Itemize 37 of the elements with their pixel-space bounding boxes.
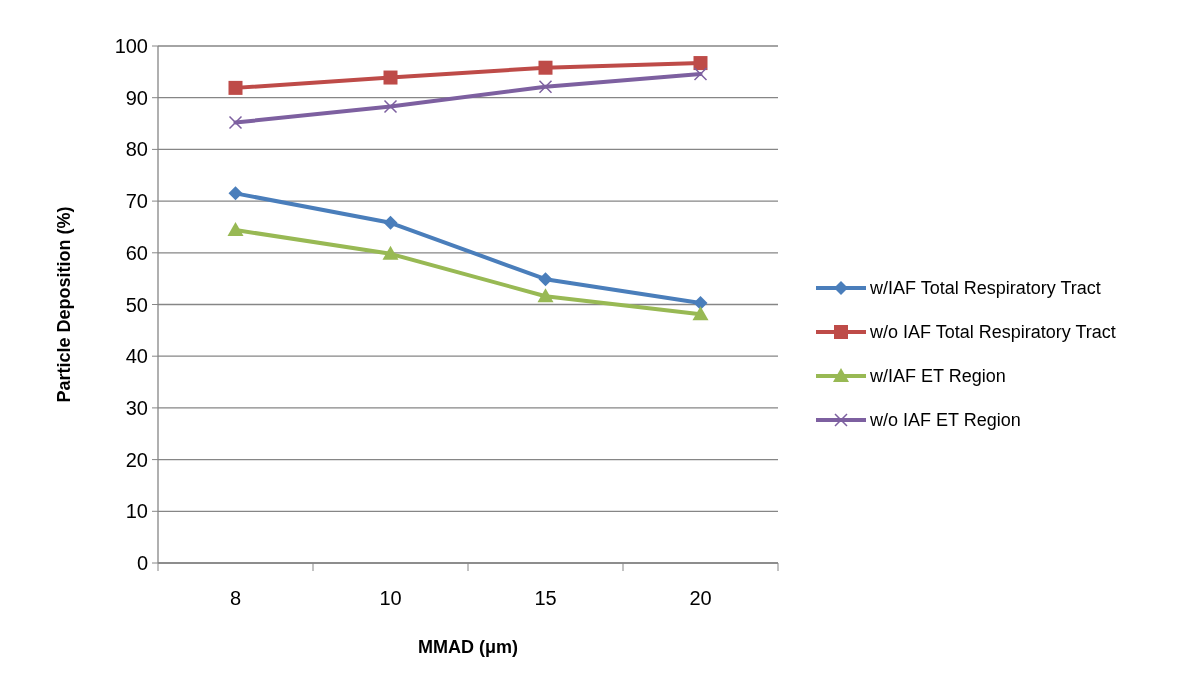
y-axis-title: Particle Deposition (%) <box>54 206 74 403</box>
point <box>227 222 244 237</box>
point <box>692 306 709 321</box>
point <box>228 80 243 95</box>
y-tick-label: 0 <box>136 552 148 574</box>
y-tick-label: 80 <box>125 138 148 161</box>
point <box>383 99 398 114</box>
x-tick-label: 15 <box>534 587 557 609</box>
y-tick-label: 40 <box>125 345 148 368</box>
y-tick-label: 10 <box>125 500 148 523</box>
y-tick-label: 70 <box>125 190 148 213</box>
y-tick-label: 50 <box>125 293 148 316</box>
x-tick-label: 20 <box>689 587 712 609</box>
x-tick-label: 10 <box>379 587 402 609</box>
legend-label: w/o IAF ET Region <box>869 410 1021 431</box>
y-tick-label: 100 <box>114 35 148 57</box>
point <box>537 288 554 303</box>
point <box>383 70 398 85</box>
point <box>538 272 553 287</box>
point <box>693 56 708 71</box>
point <box>693 67 708 81</box>
point <box>228 186 243 201</box>
point <box>382 245 399 260</box>
x-tick-label: 8 <box>229 587 242 609</box>
y-tick-label: 90 <box>125 86 148 109</box>
x-axis-title: MMAD (μm) <box>418 637 518 657</box>
point <box>538 80 553 94</box>
point <box>383 215 398 230</box>
y-tick-label: 20 <box>125 448 148 471</box>
legend-label: w/IAF Total Respiratory Tract <box>869 278 1101 299</box>
point <box>693 295 708 310</box>
y-tick-label: 30 <box>125 396 148 419</box>
legend-label: w/o IAF Total Respiratory Tract <box>869 322 1116 343</box>
point <box>228 115 243 130</box>
legend-label: w/IAF ET Region <box>869 366 1006 387</box>
point <box>538 60 553 75</box>
y-tick-label: 60 <box>125 241 148 264</box>
